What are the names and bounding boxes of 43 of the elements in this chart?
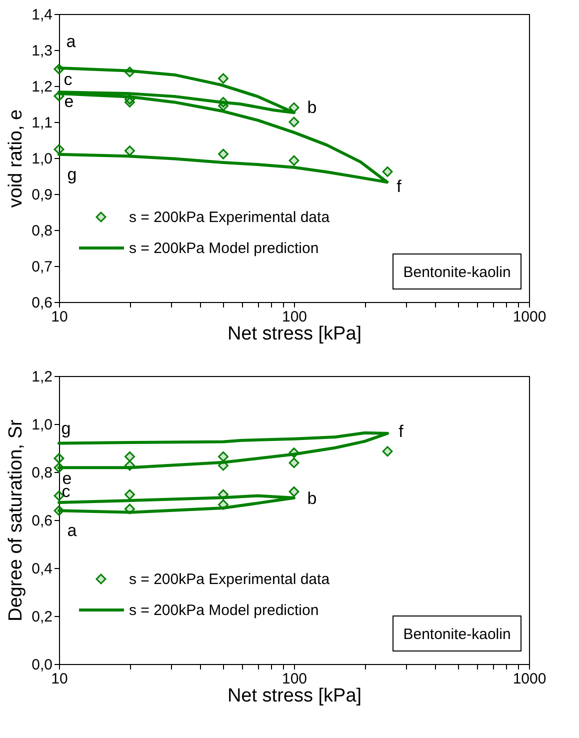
x-axis-title: Net stress [kPa] [227, 324, 362, 344]
annotation: b [307, 98, 317, 117]
annotation: a [67, 521, 78, 540]
y-tick-label: 0,0 [32, 656, 52, 674]
y-tick-label: 1,3 [32, 42, 52, 60]
legend-label: s = 200kPa Model prediction [129, 602, 319, 619]
annotation: g [61, 419, 71, 438]
x-tick-label: 10 [51, 670, 68, 688]
y-tick-label: 1,2 [32, 78, 52, 96]
x-tick-label: 100 [282, 670, 308, 688]
y-tick-label: 0,8 [32, 464, 52, 482]
annotation: e [62, 469, 72, 488]
y-tick-label: 0,2 [32, 608, 52, 626]
y-tick-label: 0,9 [32, 186, 52, 204]
annotation: Bentonite-kaolin [403, 626, 511, 643]
annotation: e [64, 92, 74, 111]
annotation: b [307, 489, 317, 508]
y-axis-title: Degree of saturation, Sr [6, 418, 27, 622]
annotation: f [398, 422, 404, 441]
x-tick-label: 100 [282, 308, 308, 326]
legend-label: s = 200kPa Experimental data [129, 209, 330, 226]
annotation: g [67, 165, 77, 184]
annotation: Bentonite-kaolin [403, 264, 511, 281]
y-tick-label: 1,2 [32, 368, 52, 386]
x-tick-label: 1000 [512, 670, 546, 688]
y-tick-label: 0,4 [32, 560, 52, 578]
y-tick-label: 0,8 [32, 222, 52, 240]
y-tick-label: 0,6 [32, 512, 52, 530]
y-tick-label: 1,0 [32, 416, 52, 434]
y-tick-label: 0,6 [32, 294, 52, 312]
x-tick-label: 1000 [512, 308, 546, 326]
annotation: a [66, 32, 76, 51]
y-axis-title: void ratio, e [6, 109, 27, 208]
legend-label: s = 200kPa Model prediction [129, 240, 319, 257]
annotation: f [396, 177, 402, 196]
x-tick-label: 10 [51, 308, 68, 326]
y-tick-label: 1,4 [32, 6, 52, 24]
legend-label: s = 200kPa Experimental data [129, 571, 330, 588]
x-axis-title: Net stress [kPa] [227, 686, 362, 706]
annotation: c [64, 70, 73, 89]
y-tick-label: 1,0 [32, 150, 52, 168]
y-tick-label: 0,7 [32, 258, 52, 276]
y-tick-label: 1,1 [32, 114, 52, 132]
